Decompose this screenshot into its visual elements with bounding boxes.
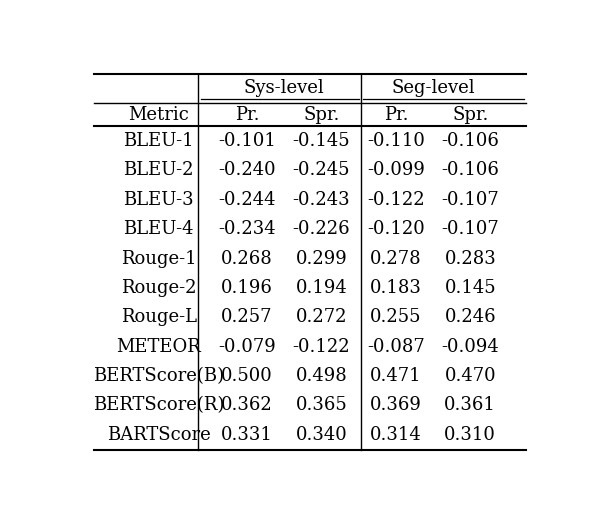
- Text: -0.107: -0.107: [442, 191, 499, 209]
- Text: BERTScore(B): BERTScore(B): [93, 367, 224, 385]
- Text: Seg-level: Seg-level: [391, 79, 475, 97]
- Text: Spr.: Spr.: [303, 106, 340, 124]
- Text: Rouge-L: Rouge-L: [121, 308, 197, 326]
- Text: Pr.: Pr.: [383, 106, 408, 124]
- Text: Spr.: Spr.: [452, 106, 488, 124]
- Text: 0.331: 0.331: [221, 426, 273, 444]
- Text: BERTScore(R): BERTScore(R): [93, 396, 224, 414]
- Text: Rouge-2: Rouge-2: [121, 279, 196, 297]
- Text: -0.243: -0.243: [293, 191, 350, 209]
- Text: 0.183: 0.183: [370, 279, 422, 297]
- Text: -0.245: -0.245: [293, 161, 350, 179]
- Text: 0.498: 0.498: [296, 367, 347, 385]
- Text: BLEU-1: BLEU-1: [124, 132, 194, 150]
- Text: -0.226: -0.226: [293, 220, 350, 238]
- Text: 0.272: 0.272: [296, 308, 347, 326]
- Text: -0.107: -0.107: [442, 220, 499, 238]
- Text: 0.310: 0.310: [445, 426, 496, 444]
- Text: 0.470: 0.470: [445, 367, 496, 385]
- Text: -0.244: -0.244: [218, 191, 276, 209]
- Text: 0.314: 0.314: [370, 426, 422, 444]
- Text: -0.094: -0.094: [442, 338, 499, 356]
- Text: -0.234: -0.234: [218, 220, 276, 238]
- Text: 0.278: 0.278: [370, 250, 422, 268]
- Text: -0.122: -0.122: [367, 191, 425, 209]
- Text: -0.110: -0.110: [367, 132, 425, 150]
- Text: BLEU-3: BLEU-3: [124, 191, 194, 209]
- Text: Rouge-1: Rouge-1: [121, 250, 197, 268]
- Text: 0.299: 0.299: [296, 250, 347, 268]
- Text: 0.361: 0.361: [445, 396, 496, 414]
- Text: -0.122: -0.122: [293, 338, 350, 356]
- Text: 0.196: 0.196: [221, 279, 273, 297]
- Text: -0.120: -0.120: [367, 220, 425, 238]
- Text: -0.101: -0.101: [218, 132, 276, 150]
- Text: 0.246: 0.246: [445, 308, 496, 326]
- Text: 0.268: 0.268: [221, 250, 273, 268]
- Text: 0.257: 0.257: [221, 308, 273, 326]
- Text: Metric: Metric: [128, 106, 189, 124]
- Text: BARTScore: BARTScore: [107, 426, 211, 444]
- Text: Pr.: Pr.: [235, 106, 259, 124]
- Text: BLEU-4: BLEU-4: [124, 220, 194, 238]
- Text: -0.079: -0.079: [218, 338, 276, 356]
- Text: 0.194: 0.194: [296, 279, 347, 297]
- Text: -0.087: -0.087: [367, 338, 425, 356]
- Text: 0.471: 0.471: [370, 367, 422, 385]
- Text: 0.369: 0.369: [370, 396, 422, 414]
- Text: -0.106: -0.106: [442, 161, 499, 179]
- Text: -0.106: -0.106: [442, 132, 499, 150]
- Text: Sys-level: Sys-level: [244, 79, 325, 97]
- Text: 0.365: 0.365: [296, 396, 347, 414]
- Text: 0.362: 0.362: [221, 396, 273, 414]
- Text: 0.500: 0.500: [221, 367, 273, 385]
- Text: -0.240: -0.240: [218, 161, 276, 179]
- Text: 0.283: 0.283: [445, 250, 496, 268]
- Text: BLEU-2: BLEU-2: [124, 161, 194, 179]
- Text: 0.340: 0.340: [296, 426, 347, 444]
- Text: -0.145: -0.145: [293, 132, 350, 150]
- Text: 0.145: 0.145: [445, 279, 496, 297]
- Text: -0.099: -0.099: [367, 161, 425, 179]
- Text: 0.255: 0.255: [370, 308, 422, 326]
- Text: METEOR: METEOR: [116, 338, 201, 356]
